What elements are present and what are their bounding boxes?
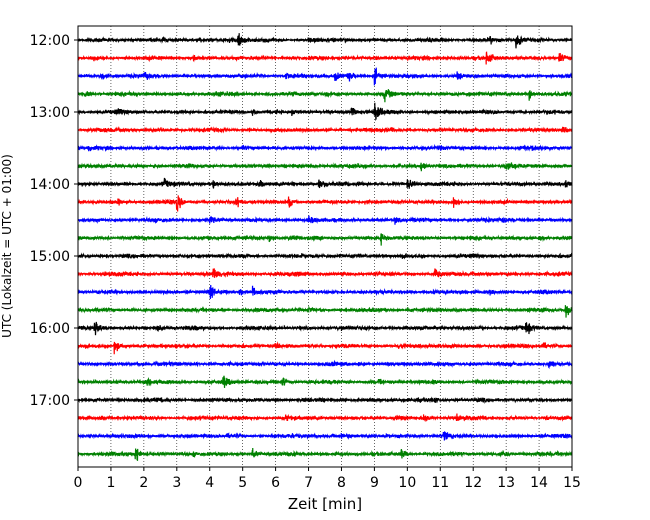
seismic-trace xyxy=(77,125,573,134)
seismic-trace xyxy=(77,341,573,355)
seismic-trace xyxy=(77,413,573,422)
y-tick-label: 15:00 xyxy=(30,249,70,265)
y-tick-label: 13:00 xyxy=(30,105,70,121)
plot-area xyxy=(78,26,572,467)
y-tick-label: 16:00 xyxy=(30,321,70,337)
seismic-trace xyxy=(77,89,573,103)
plot-frame xyxy=(77,25,573,468)
y-tick-label: 14:00 xyxy=(30,177,70,193)
seismic-trace xyxy=(77,359,573,369)
x-tick-label: 2 xyxy=(139,475,148,491)
seismic-trace xyxy=(77,67,573,86)
seismic-trace xyxy=(77,51,573,65)
x-tick-label: 3 xyxy=(172,475,181,491)
seismic-trace xyxy=(77,285,573,300)
y-axis-ticks: 12:00 13:00 14:00 15:00 16:00 17:00 xyxy=(30,33,78,409)
x-tick-label: 14 xyxy=(530,475,548,491)
x-tick-label: 8 xyxy=(337,475,346,491)
seismic-trace xyxy=(77,102,573,121)
x-tick-label: 4 xyxy=(205,475,214,491)
seismic-trace xyxy=(77,177,573,189)
x-tick-label: 9 xyxy=(370,475,379,491)
seismic-trace xyxy=(77,33,573,49)
seismic-trace xyxy=(77,162,573,172)
seismic-trace xyxy=(77,305,573,318)
x-tick-label: 5 xyxy=(238,475,247,491)
x-axis-label: Zeit [min] xyxy=(288,495,362,513)
x-tick-label: 10 xyxy=(398,475,416,491)
x-tick-label: 6 xyxy=(271,475,280,491)
trace-group xyxy=(77,33,573,461)
seismic-trace xyxy=(77,431,573,441)
seismic-trace xyxy=(77,396,573,405)
seismic-trace xyxy=(77,232,573,246)
seismic-trace xyxy=(77,143,573,152)
x-tick-label: 1 xyxy=(106,475,115,491)
x-tick-label: 7 xyxy=(304,475,313,491)
x-tick-label: 0 xyxy=(74,475,83,491)
x-axis-ticks: 0 1 2 3 4 5 6 7 8 9 10 11 12 13 14 15 xyxy=(74,467,581,491)
x-tick-label: 12 xyxy=(464,475,482,491)
seismic-trace xyxy=(77,195,573,212)
seismic-trace xyxy=(77,268,573,279)
seismic-trace xyxy=(77,321,573,336)
x-tick-label: 11 xyxy=(431,475,449,491)
x-tick-label: 15 xyxy=(563,475,581,491)
seismic-trace xyxy=(77,375,573,388)
x-tick-label: 13 xyxy=(497,475,515,491)
seismic-trace xyxy=(77,448,573,461)
seismic-trace xyxy=(77,252,573,260)
y-axis-label: UTC (Lokalzeit = UTC + 01:00) xyxy=(0,154,14,338)
y-tick-label: 12:00 xyxy=(30,33,70,49)
y-tick-label: 17:00 xyxy=(30,393,70,409)
seismic-trace xyxy=(77,215,573,225)
